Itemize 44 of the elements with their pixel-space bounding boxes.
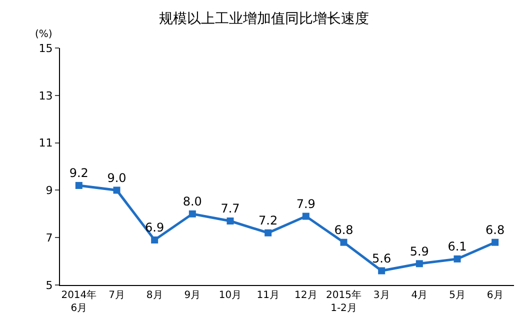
x-tick-label: 3月	[373, 290, 390, 301]
point	[492, 238, 499, 246]
x-tick-label: 11月	[256, 290, 280, 301]
y-axis-title: (%)	[35, 29, 52, 40]
point	[151, 236, 158, 244]
data-label: 5.6	[372, 251, 392, 266]
data-label: 6.9	[145, 220, 164, 235]
y-tick-label: 5	[46, 278, 53, 292]
x-tick-label: 2014年 6月	[61, 289, 97, 314]
data-label: 7.7	[220, 202, 240, 216]
x-tick-label: 4月	[411, 290, 428, 301]
point	[416, 260, 423, 268]
x-tick-label: 10月	[218, 290, 242, 301]
x-tick-label: 8月	[146, 290, 163, 301]
point	[188, 210, 196, 218]
chart-title: 规模以上工业增加值同比增长速度	[159, 11, 369, 28]
y-tick-label: 13	[38, 89, 53, 102]
point	[264, 229, 272, 236]
y-tick-label: 9	[46, 184, 53, 198]
point	[302, 212, 310, 220]
data-label: 5.9	[410, 244, 429, 258]
x-tick-label: 7月	[108, 290, 125, 301]
point	[75, 182, 82, 189]
data-label: 6.8	[334, 222, 354, 237]
data-label: 9.2	[69, 166, 88, 180]
x-tick-label: 9月	[184, 290, 201, 301]
x-tick-label: 5月	[449, 290, 466, 301]
point	[113, 186, 120, 194]
x-tick-label: 6月	[486, 290, 504, 301]
point	[378, 267, 386, 274]
data-label: 6.8	[486, 222, 505, 237]
x-tick-label: 12月	[294, 290, 318, 301]
data-label: 7.2	[258, 213, 278, 228]
point	[340, 238, 348, 246]
data-label: 8.0	[182, 194, 202, 209]
data-label: 6.1	[448, 240, 467, 254]
x-tick-label: 2015年 1-2月	[326, 289, 362, 314]
y-tick-label: 15	[38, 42, 53, 55]
y-tick-label: 7	[46, 231, 53, 244]
data-label: 9.0	[107, 170, 126, 185]
data-label: 7.9	[296, 196, 316, 211]
point	[226, 218, 234, 225]
y-tick-label: 11	[38, 136, 53, 150]
point	[454, 255, 461, 262]
